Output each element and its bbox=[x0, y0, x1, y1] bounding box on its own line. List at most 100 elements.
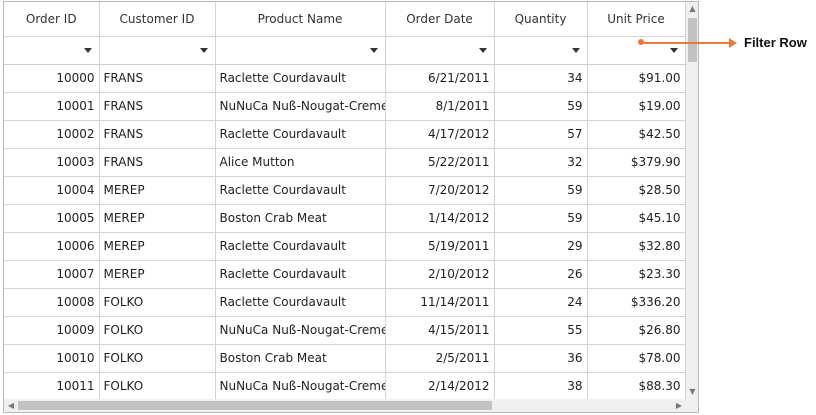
cell-unit-price[interactable]: $45.10 bbox=[587, 204, 686, 233]
cell-order-date[interactable]: 8/1/2011 bbox=[385, 92, 495, 121]
cell-order-id[interactable]: 10001 bbox=[4, 92, 100, 121]
table-row[interactable]: 10002 FRANS Raclette Courdavault 4/17/20… bbox=[4, 120, 686, 149]
cell-order-date[interactable]: 2/10/2012 bbox=[385, 260, 495, 289]
vertical-scrollbar[interactable]: ▲ ▼ bbox=[686, 2, 698, 399]
cell-quantity[interactable]: 59 bbox=[494, 92, 588, 121]
cell-order-date[interactable]: 7/20/2012 bbox=[385, 176, 495, 205]
column-header-order-id[interactable]: Order ID bbox=[4, 2, 100, 37]
cell-order-date[interactable]: 4/17/2012 bbox=[385, 120, 495, 149]
arrow-up-icon[interactable]: ▲ bbox=[689, 4, 696, 13]
cell-product-name[interactable]: NuNuCa Nuß-Nougat-Creme bbox=[215, 316, 386, 345]
column-header-quantity[interactable]: Quantity bbox=[494, 2, 588, 37]
cell-quantity[interactable]: 32 bbox=[494, 148, 588, 177]
cell-order-id[interactable]: 10002 bbox=[4, 120, 100, 149]
table-row[interactable]: 10001 FRANS NuNuCa Nuß-Nougat-Creme 8/1/… bbox=[4, 92, 686, 121]
table-row[interactable]: 10009 FOLKO NuNuCa Nuß-Nougat-Creme 4/15… bbox=[4, 316, 686, 345]
cell-order-date[interactable]: 5/19/2011 bbox=[385, 232, 495, 261]
table-row[interactable]: 10011 FOLKO NuNuCa Nuß-Nougat-Creme 2/14… bbox=[4, 372, 686, 401]
table-row[interactable]: 10007 MEREP Raclette Courdavault 2/10/20… bbox=[4, 260, 686, 289]
cell-order-date[interactable]: 2/14/2012 bbox=[385, 372, 495, 401]
column-header-product-name[interactable]: Product Name bbox=[215, 2, 386, 37]
cell-quantity[interactable]: 38 bbox=[494, 372, 588, 401]
cell-customer-id[interactable]: FRANS bbox=[99, 148, 216, 177]
horizontal-scrollbar[interactable]: ◀ ▶ bbox=[4, 399, 686, 412]
cell-quantity[interactable]: 59 bbox=[494, 176, 588, 205]
cell-unit-price[interactable]: $42.50 bbox=[587, 120, 686, 149]
cell-unit-price[interactable]: $88.30 bbox=[587, 372, 686, 401]
cell-order-id[interactable]: 10006 bbox=[4, 232, 100, 261]
table-row[interactable]: 10003 FRANS Alice Mutton 5/22/2011 32 $3… bbox=[4, 148, 686, 177]
table-row[interactable]: 10000 FRANS Raclette Courdavault 6/21/20… bbox=[4, 64, 686, 93]
table-row[interactable]: 10008 FOLKO Raclette Courdavault 11/14/2… bbox=[4, 288, 686, 317]
cell-order-date[interactable]: 4/15/2011 bbox=[385, 316, 495, 345]
filter-cell-customer-id[interactable] bbox=[99, 36, 216, 65]
cell-unit-price[interactable]: $26.80 bbox=[587, 316, 686, 345]
horizontal-scroll-thumb[interactable] bbox=[18, 401, 492, 410]
cell-order-date[interactable]: 11/14/2011 bbox=[385, 288, 495, 317]
cell-product-name[interactable]: Alice Mutton bbox=[215, 148, 386, 177]
cell-product-name[interactable]: Raclette Courdavault bbox=[215, 120, 386, 149]
table-row[interactable]: 10005 MEREP Boston Crab Meat 1/14/2012 5… bbox=[4, 204, 686, 233]
cell-quantity[interactable]: 26 bbox=[494, 260, 588, 289]
cell-customer-id[interactable]: FRANS bbox=[99, 92, 216, 121]
cell-order-date[interactable]: 6/21/2011 bbox=[385, 64, 495, 93]
cell-order-id[interactable]: 10000 bbox=[4, 64, 100, 93]
cell-order-id[interactable]: 10005 bbox=[4, 204, 100, 233]
table-row[interactable]: 10006 MEREP Raclette Courdavault 5/19/20… bbox=[4, 232, 686, 261]
cell-order-id[interactable]: 10004 bbox=[4, 176, 100, 205]
cell-product-name[interactable]: Boston Crab Meat bbox=[215, 344, 386, 373]
cell-customer-id[interactable]: FOLKO bbox=[99, 288, 216, 317]
cell-quantity[interactable]: 55 bbox=[494, 316, 588, 345]
cell-quantity[interactable]: 59 bbox=[494, 204, 588, 233]
table-row[interactable]: 10004 MEREP Raclette Courdavault 7/20/20… bbox=[4, 176, 686, 205]
chevron-down-icon[interactable] bbox=[571, 47, 580, 53]
filter-cell-order-id[interactable] bbox=[4, 36, 100, 65]
filter-cell-order-date[interactable] bbox=[385, 36, 495, 65]
cell-unit-price[interactable]: $379.90 bbox=[587, 148, 686, 177]
cell-product-name[interactable]: Raclette Courdavault bbox=[215, 232, 386, 261]
cell-unit-price[interactable]: $28.50 bbox=[587, 176, 686, 205]
cell-order-id[interactable]: 10010 bbox=[4, 344, 100, 373]
cell-unit-price[interactable]: $32.80 bbox=[587, 232, 686, 261]
cell-customer-id[interactable]: MEREP bbox=[99, 232, 216, 261]
cell-quantity[interactable]: 24 bbox=[494, 288, 588, 317]
column-header-customer-id[interactable]: Customer ID bbox=[99, 2, 216, 37]
cell-quantity[interactable]: 29 bbox=[494, 232, 588, 261]
cell-product-name[interactable]: NuNuCa Nuß-Nougat-Creme bbox=[215, 372, 386, 401]
filter-cell-product-name[interactable] bbox=[215, 36, 386, 65]
cell-customer-id[interactable]: FRANS bbox=[99, 64, 216, 93]
chevron-down-icon[interactable] bbox=[369, 47, 378, 53]
column-header-order-date[interactable]: Order Date bbox=[385, 2, 495, 37]
cell-order-id[interactable]: 10009 bbox=[4, 316, 100, 345]
arrow-left-icon[interactable]: ◀ bbox=[7, 401, 15, 410]
filter-cell-quantity[interactable] bbox=[494, 36, 588, 65]
cell-order-id[interactable]: 10007 bbox=[4, 260, 100, 289]
cell-product-name[interactable]: Raclette Courdavault bbox=[215, 260, 386, 289]
cell-product-name[interactable]: Raclette Courdavault bbox=[215, 64, 386, 93]
table-row[interactable]: 10010 FOLKO Boston Crab Meat 2/5/2011 36… bbox=[4, 344, 686, 373]
vertical-scroll-thumb[interactable] bbox=[688, 18, 697, 62]
chevron-down-icon[interactable] bbox=[83, 47, 92, 53]
cell-quantity[interactable]: 36 bbox=[494, 344, 588, 373]
cell-unit-price[interactable]: $336.20 bbox=[587, 288, 686, 317]
filter-cell-unit-price[interactable] bbox=[587, 36, 686, 65]
column-header-unit-price[interactable]: Unit Price bbox=[587, 2, 686, 37]
arrow-right-icon[interactable]: ▶ bbox=[675, 401, 683, 410]
cell-unit-price[interactable]: $19.00 bbox=[587, 92, 686, 121]
cell-product-name[interactable]: Boston Crab Meat bbox=[215, 204, 386, 233]
cell-order-date[interactable]: 1/14/2012 bbox=[385, 204, 495, 233]
chevron-down-icon[interactable] bbox=[669, 47, 678, 53]
cell-customer-id[interactable]: FRANS bbox=[99, 120, 216, 149]
cell-product-name[interactable]: NuNuCa Nuß-Nougat-Creme bbox=[215, 92, 386, 121]
arrow-down-icon[interactable]: ▼ bbox=[689, 387, 696, 396]
cell-customer-id[interactable]: MEREP bbox=[99, 260, 216, 289]
cell-quantity[interactable]: 34 bbox=[494, 64, 588, 93]
cell-order-id[interactable]: 10003 bbox=[4, 148, 100, 177]
chevron-down-icon[interactable] bbox=[199, 47, 208, 53]
cell-order-id[interactable]: 10008 bbox=[4, 288, 100, 317]
cell-order-id[interactable]: 10011 bbox=[4, 372, 100, 401]
cell-unit-price[interactable]: $78.00 bbox=[587, 344, 686, 373]
cell-customer-id[interactable]: MEREP bbox=[99, 204, 216, 233]
cell-customer-id[interactable]: MEREP bbox=[99, 176, 216, 205]
cell-customer-id[interactable]: FOLKO bbox=[99, 372, 216, 401]
